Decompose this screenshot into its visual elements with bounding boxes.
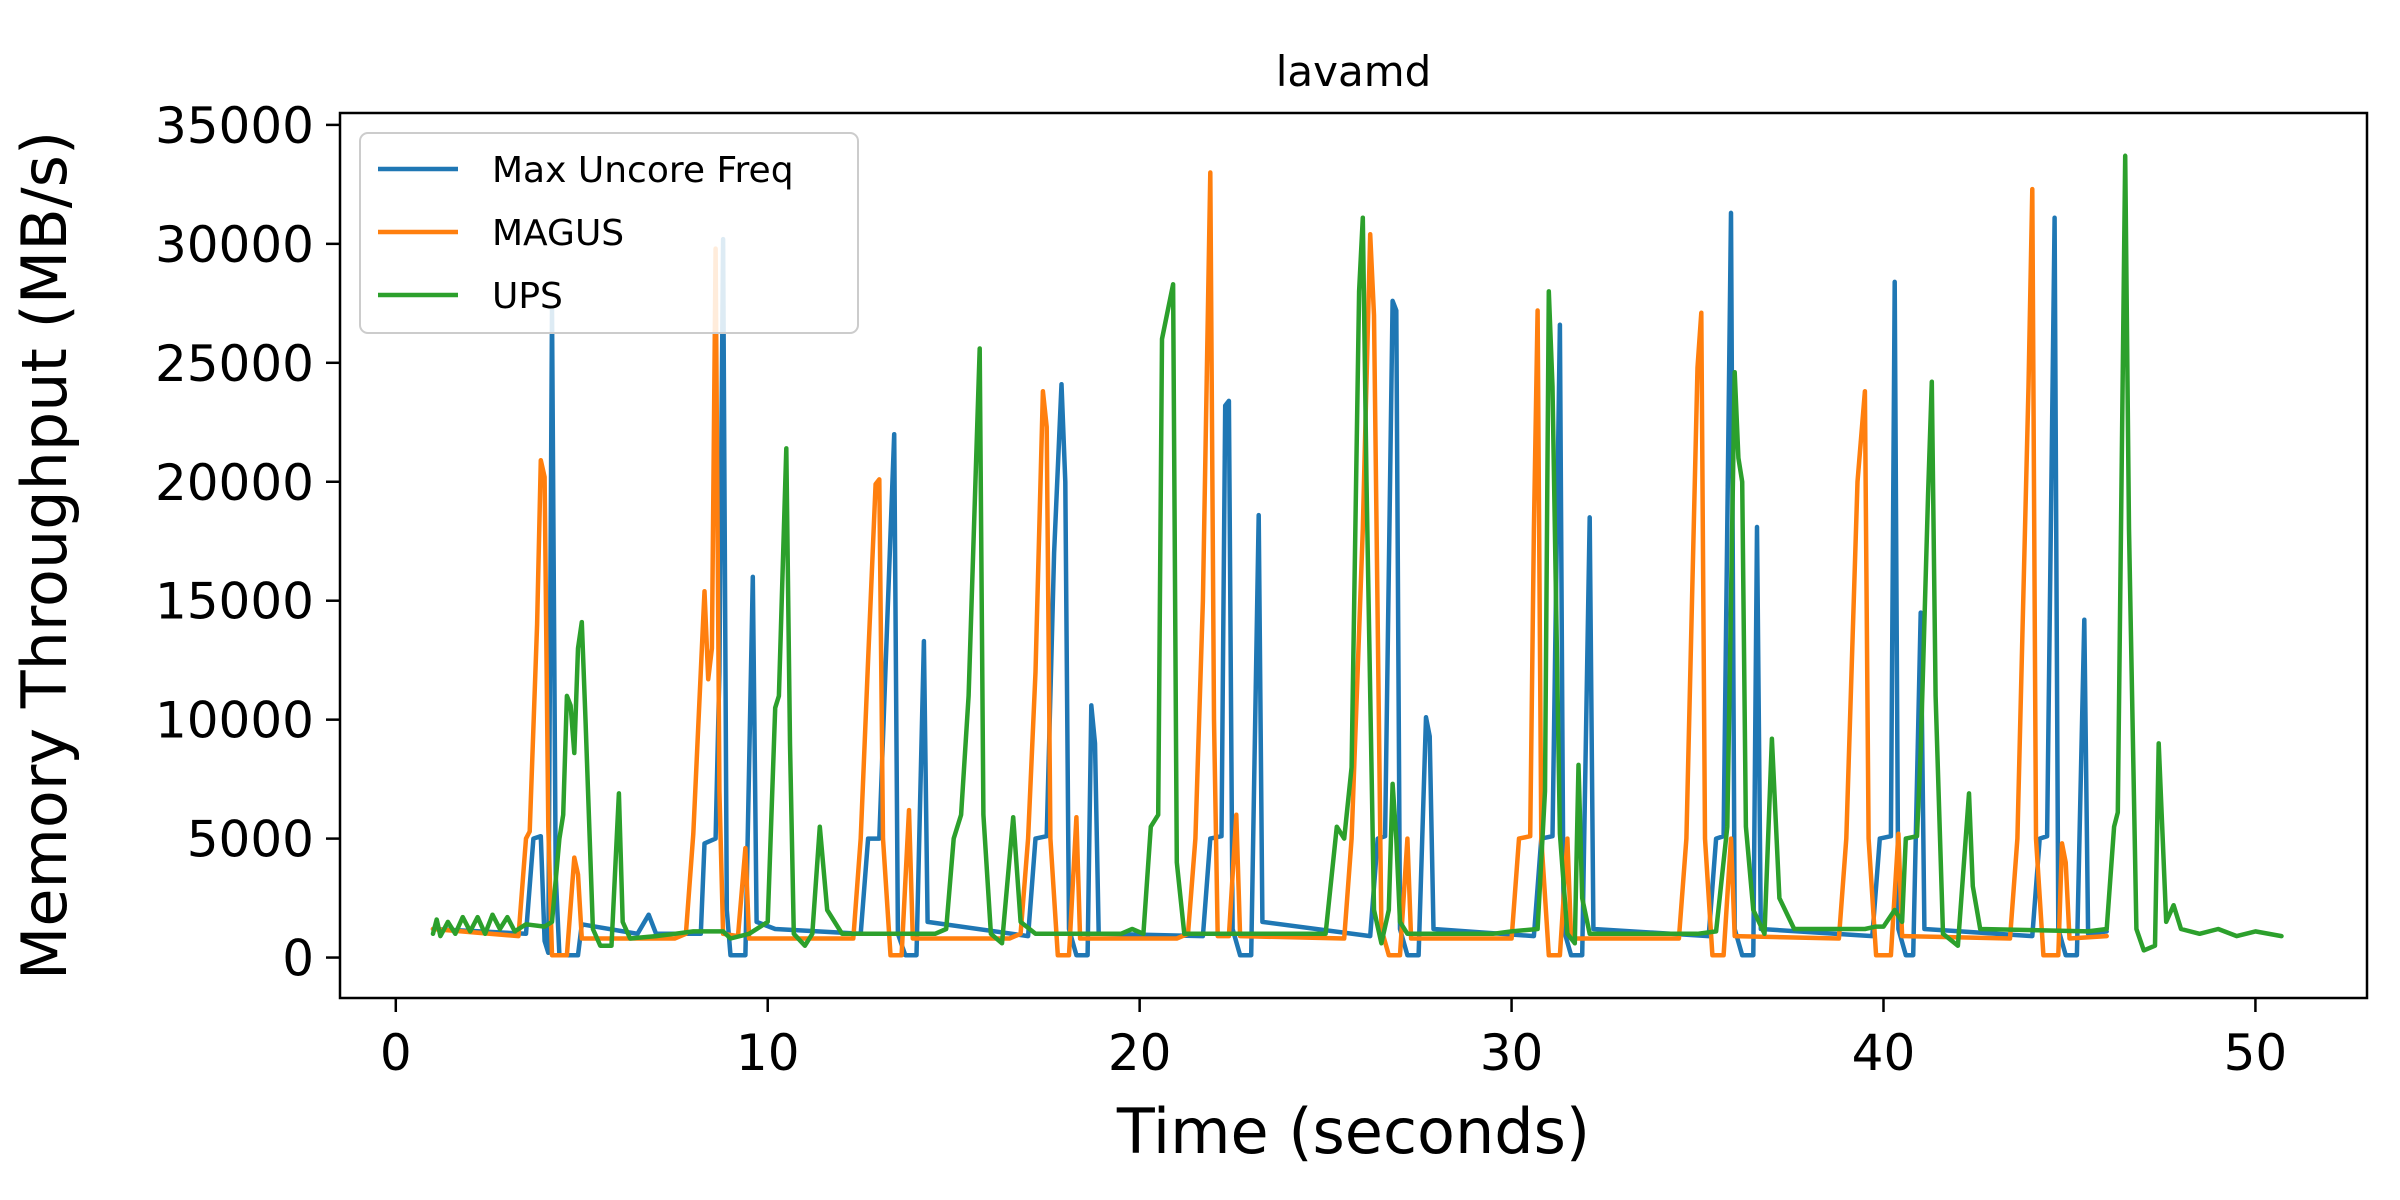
x-tick-label: 30 [1480, 1024, 1544, 1082]
y-axis: 0 5000 10000 15000 20000 25000 30000 35000 [155, 97, 340, 988]
x-tick-label: 50 [2224, 1024, 2288, 1082]
y-tick-label: 10000 [155, 692, 314, 750]
y-tick-label: 20000 [155, 454, 314, 512]
series-line-2 [430, 153, 2284, 953]
y-tick-label: 30000 [155, 216, 314, 274]
series-layer [430, 153, 2284, 958]
legend-label-0: Max Uncore Freq [492, 150, 794, 191]
y-tick-label: 0 [282, 930, 314, 988]
y-tick-label: 25000 [155, 335, 314, 393]
y-axis-title: Memory Throughput (MB/s) [8, 131, 81, 980]
series-line-0 [430, 210, 2109, 958]
y-tick-label: 15000 [155, 573, 314, 631]
legend-box [359, 132, 859, 334]
y-tick-label: 35000 [155, 97, 314, 155]
x-axis-title: Time (seconds) [1116, 1095, 1590, 1168]
series-line-1 [430, 170, 2109, 958]
legend-label-1: MAGUS [492, 213, 624, 254]
legend: Max Uncore Freq MAGUS UPS [359, 132, 859, 334]
plot-frame [338, 111, 2369, 1000]
x-tick-label: 20 [1108, 1024, 1172, 1082]
y-tick-label: 5000 [187, 811, 314, 869]
chart-title: lavamd [1276, 47, 1432, 96]
x-tick-label: 40 [1852, 1024, 1916, 1082]
x-axis: 0 10 20 30 40 50 [380, 998, 2287, 1082]
x-tick-label: 0 [380, 1024, 412, 1082]
legend-label-2: UPS [492, 276, 563, 317]
x-tick-label: 10 [736, 1024, 800, 1082]
